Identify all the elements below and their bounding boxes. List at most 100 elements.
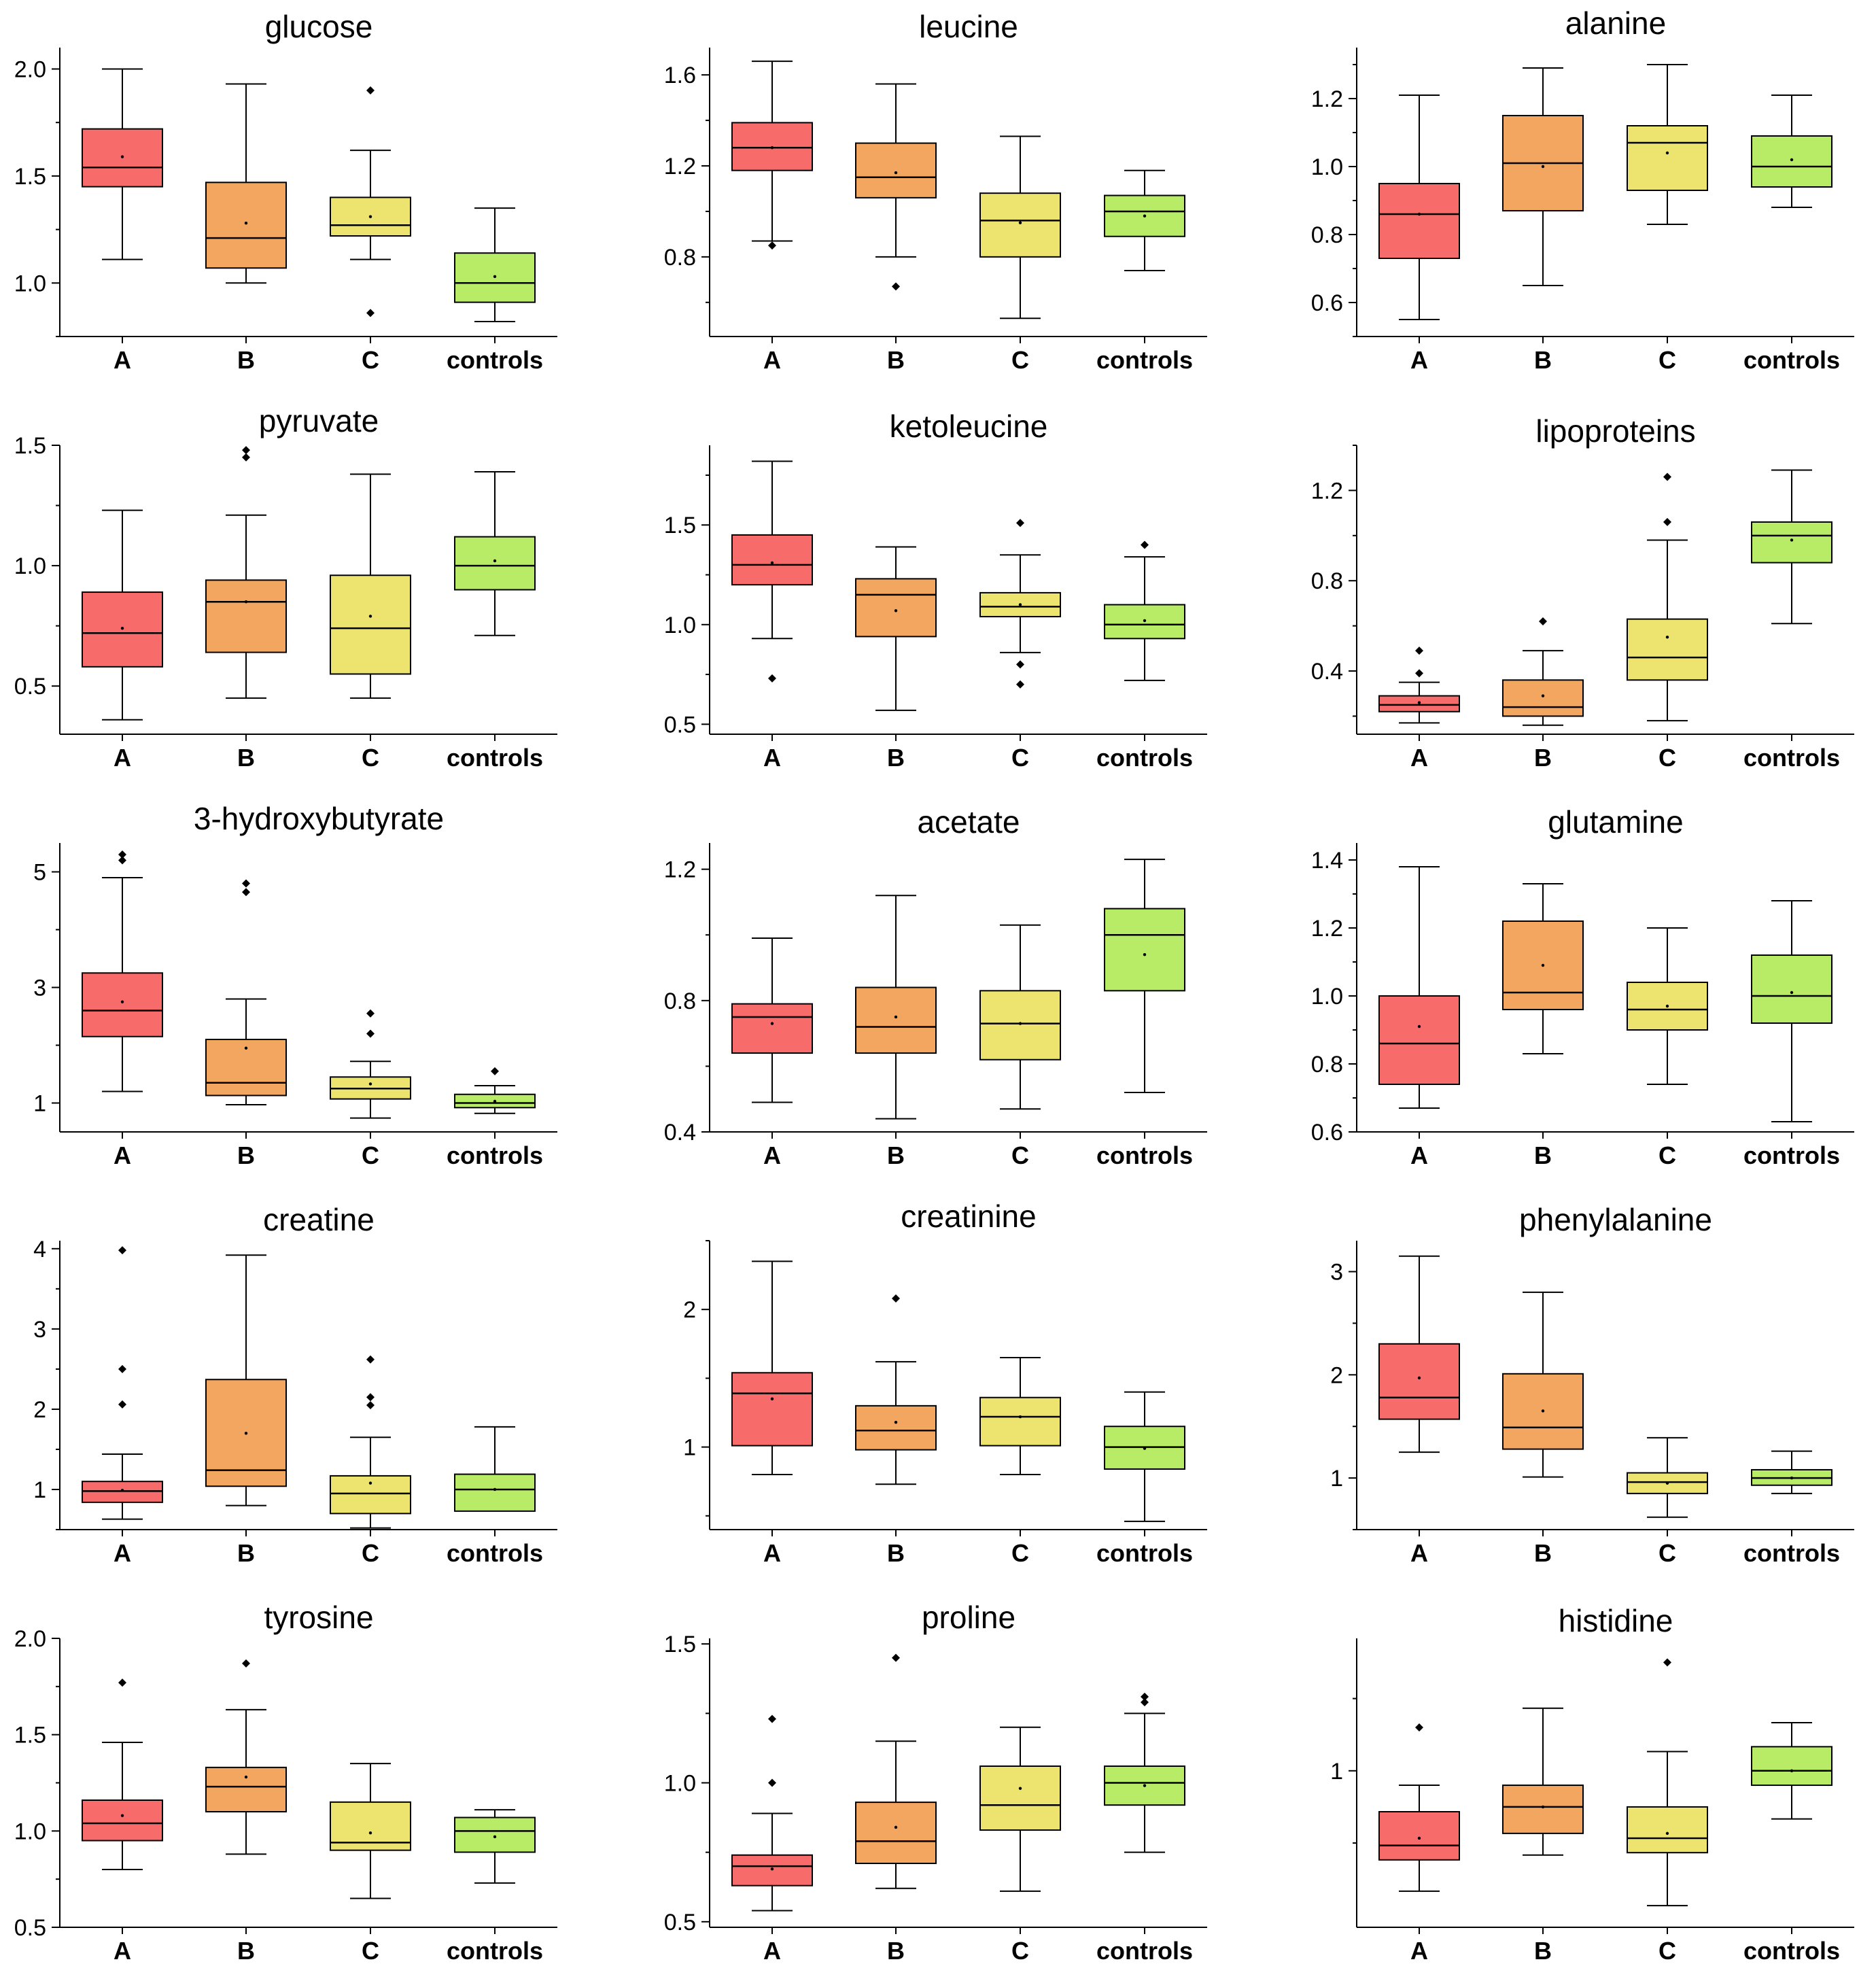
outlier-point: [1415, 669, 1423, 678]
outlier-point: [768, 241, 776, 250]
outlier-point: [242, 879, 250, 888]
chart-title: glucose: [265, 9, 373, 44]
outlier-point: [892, 1294, 900, 1303]
box-b: B: [1502, 67, 1584, 374]
outlier-point: [366, 1029, 375, 1038]
iqr-box: [979, 990, 1061, 1061]
x-tick-label: B: [237, 744, 255, 772]
iqr-box: [1502, 1785, 1584, 1834]
box-c: C: [1627, 1658, 1708, 1965]
iqr-box: [454, 1816, 536, 1853]
outlier-point: [768, 674, 776, 683]
y-tick-label: 1.2: [1311, 478, 1343, 504]
x-tick-label: B: [887, 346, 905, 374]
outlier-point: [1016, 519, 1024, 528]
chart-title: leucine: [919, 9, 1018, 44]
x-tick-label: controls: [1096, 744, 1193, 772]
y-tick-label: 2.0: [14, 1626, 46, 1652]
x-tick-label: C: [1011, 1937, 1029, 1965]
outlier-point: [768, 1778, 776, 1787]
y-tick-label: 1: [1330, 1759, 1343, 1785]
mean-marker: [244, 1046, 248, 1050]
outlier-point: [1141, 1698, 1149, 1706]
x-tick-label: controls: [1096, 346, 1193, 374]
outlier-point: [1141, 1692, 1149, 1701]
x-tick-label: A: [114, 744, 131, 772]
box-controls: controls: [1096, 1692, 1193, 1965]
iqr-box: [1378, 1343, 1460, 1420]
mean-marker: [1143, 1447, 1147, 1450]
iqr-box: [1627, 1806, 1708, 1854]
x-tick-label: B: [237, 1937, 255, 1965]
x-tick-label: controls: [1743, 1141, 1840, 1169]
y-tick-label: 1: [1330, 1466, 1343, 1492]
box-b: B: [205, 879, 287, 1169]
box-a: A: [731, 937, 813, 1169]
box-a: A: [731, 460, 813, 772]
x-tick-label: controls: [1743, 346, 1840, 374]
y-tick-label: 2: [683, 1297, 696, 1323]
y-tick-label: 1.4: [1311, 848, 1343, 874]
mean-marker: [368, 615, 372, 618]
mean-marker: [770, 146, 774, 150]
box-b: B: [855, 1653, 937, 1965]
mean-marker: [1143, 214, 1147, 218]
y-tick-label: 4: [33, 1237, 46, 1262]
outlier-point: [1016, 680, 1024, 689]
chart-title: creatine: [263, 1202, 375, 1237]
mean-marker: [894, 1825, 898, 1829]
iqr-box: [731, 534, 813, 586]
mean-marker: [1018, 1787, 1022, 1790]
box-a: A: [82, 1678, 163, 1965]
box-b: B: [855, 895, 937, 1169]
box-controls: controls: [447, 1426, 543, 1567]
outlier-point: [892, 282, 900, 291]
outlier-point: [1016, 660, 1024, 669]
outlier-point: [242, 888, 250, 897]
y-tick-label: 1.5: [664, 513, 696, 538]
iqr-box: [454, 1473, 536, 1512]
outlier-point: [366, 309, 375, 317]
iqr-box: [979, 192, 1061, 258]
x-tick-label: B: [1534, 744, 1552, 772]
y-tick-label: 0.8: [1311, 568, 1343, 594]
box-c: C: [330, 1763, 411, 1965]
mean-marker: [493, 275, 497, 279]
y-tick-label: 1.0: [14, 271, 46, 296]
outlier-point: [366, 1393, 375, 1402]
mean-marker: [493, 1487, 497, 1492]
x-tick-label: controls: [447, 1937, 543, 1965]
iqr-box: [979, 1396, 1061, 1447]
box-c: C: [979, 924, 1061, 1169]
box-a: A: [731, 1715, 813, 1965]
x-tick-label: A: [1410, 1937, 1428, 1965]
iqr-box: [731, 1372, 813, 1447]
outlier-point: [1663, 517, 1671, 526]
mean-marker: [1417, 701, 1421, 704]
box-controls: controls: [1096, 1391, 1193, 1567]
x-tick-label: A: [114, 1937, 131, 1965]
box-b: B: [1502, 883, 1584, 1169]
box-controls: controls: [1743, 1450, 1840, 1567]
mean-marker: [1143, 619, 1147, 623]
y-tick-label: 2: [33, 1397, 46, 1423]
iqr-box: [1378, 183, 1460, 259]
iqr-box: [855, 142, 937, 199]
mean-marker: [770, 1867, 774, 1871]
x-tick-label: A: [114, 1539, 131, 1567]
box-a: A: [731, 61, 813, 374]
outlier-point: [1663, 472, 1671, 481]
y-tick-label: 3: [33, 976, 46, 1001]
x-tick-label: controls: [1096, 1539, 1193, 1567]
y-tick-label: 1.5: [664, 1632, 696, 1657]
y-tick-label: 1.0: [1311, 154, 1343, 180]
y-tick-label: 5: [33, 860, 46, 886]
x-tick-label: C: [362, 346, 379, 374]
iqr-box: [1751, 135, 1832, 188]
x-tick-label: B: [237, 1539, 255, 1567]
outlier-point: [118, 850, 126, 859]
x-tick-label: A: [1410, 744, 1428, 772]
